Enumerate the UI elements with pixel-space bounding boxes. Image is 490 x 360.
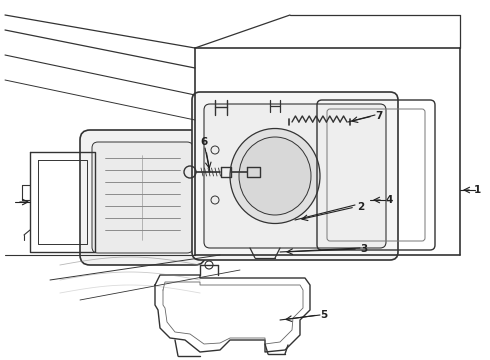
Text: 6: 6 bbox=[200, 137, 207, 147]
Text: 2: 2 bbox=[357, 202, 364, 212]
Text: 4: 4 bbox=[385, 195, 392, 205]
FancyBboxPatch shape bbox=[92, 142, 193, 253]
Ellipse shape bbox=[239, 137, 311, 215]
Ellipse shape bbox=[230, 129, 320, 224]
FancyBboxPatch shape bbox=[192, 92, 398, 260]
FancyBboxPatch shape bbox=[204, 104, 386, 248]
Text: 1: 1 bbox=[474, 185, 481, 195]
Text: 3: 3 bbox=[360, 244, 367, 254]
Text: 5: 5 bbox=[320, 310, 327, 320]
Text: 7: 7 bbox=[375, 111, 382, 121]
FancyBboxPatch shape bbox=[80, 130, 205, 265]
